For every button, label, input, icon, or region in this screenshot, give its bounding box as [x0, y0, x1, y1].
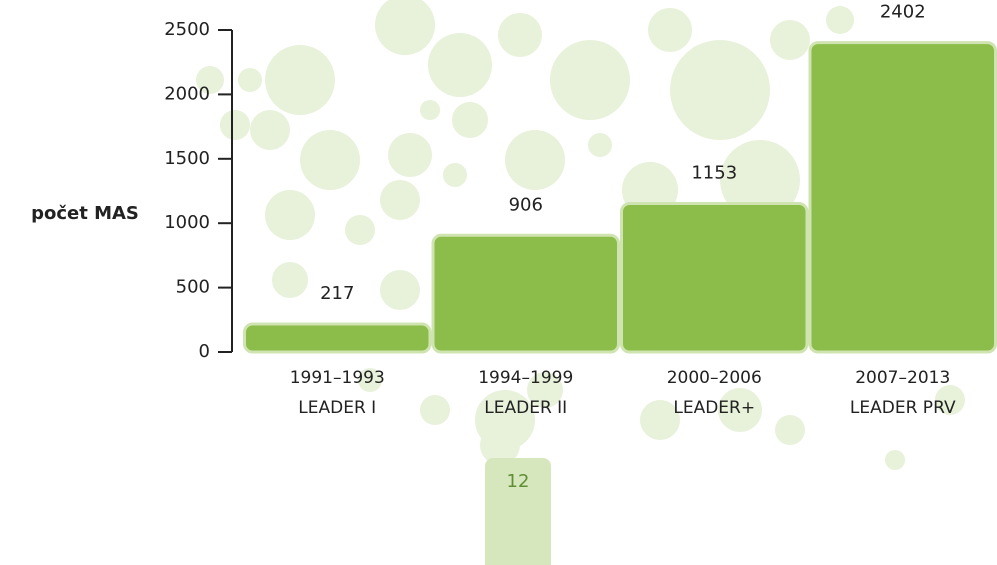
value-label: 2402 [880, 2, 926, 23]
bubble [265, 45, 335, 115]
bubble [885, 450, 905, 470]
page: {"chart_data": {"type": "bar", "y_label"… [0, 0, 997, 565]
bubble [420, 100, 440, 120]
value-label: 217 [320, 283, 354, 304]
bubble [300, 130, 360, 190]
y-tick-label: 2000 [164, 83, 210, 104]
bubble [420, 395, 450, 425]
bubble [670, 40, 770, 140]
y-tick-label: 1000 [164, 212, 210, 233]
bubble [505, 130, 565, 190]
y-tick-label: 2500 [164, 19, 210, 40]
y-axis-label: počet MAS [31, 203, 139, 224]
bubble [380, 270, 420, 310]
bar [810, 43, 996, 352]
bubble [345, 215, 375, 245]
y-tick-label: 0 [199, 341, 210, 362]
value-label: 906 [509, 194, 543, 215]
x-tick-label: 1994–1999 [478, 368, 573, 388]
value-label: 1153 [691, 162, 737, 183]
bubble [220, 110, 250, 140]
bubble [250, 110, 290, 150]
y-tick-label: 1500 [164, 148, 210, 169]
bar [245, 324, 431, 352]
bubble [648, 8, 692, 52]
chart: 12 počet MAS 0 500 1000 1500 2000 2500 217 1991… [0, 0, 997, 565]
bubble [375, 0, 435, 55]
page-number: 12 [507, 471, 530, 492]
bubble [388, 133, 432, 177]
bubble [550, 40, 630, 120]
bar [622, 203, 808, 352]
x-tick-label: 2007–2013 [855, 368, 950, 388]
x-tick-label: 1991–1993 [290, 368, 385, 388]
x-tick-label: LEADER I [298, 398, 376, 418]
x-tick-label: LEADER+ [673, 398, 755, 418]
bar [433, 235, 619, 352]
bubble [770, 20, 810, 60]
bubble [775, 415, 805, 445]
bubble [826, 6, 854, 34]
bubble [443, 163, 467, 187]
bubble [428, 33, 492, 97]
x-tick-label: LEADER PRV [850, 398, 956, 418]
bubble [238, 68, 262, 92]
bubble [380, 180, 420, 220]
bubble [265, 190, 315, 240]
x-tick-label: 2000–2006 [667, 368, 762, 388]
bubble [452, 102, 488, 138]
y-tick-label: 500 [176, 277, 210, 298]
bubble [690, 45, 710, 65]
x-tick-label: LEADER II [484, 398, 567, 418]
bubble [498, 13, 542, 57]
bubble [272, 262, 308, 298]
bubble [588, 133, 612, 157]
